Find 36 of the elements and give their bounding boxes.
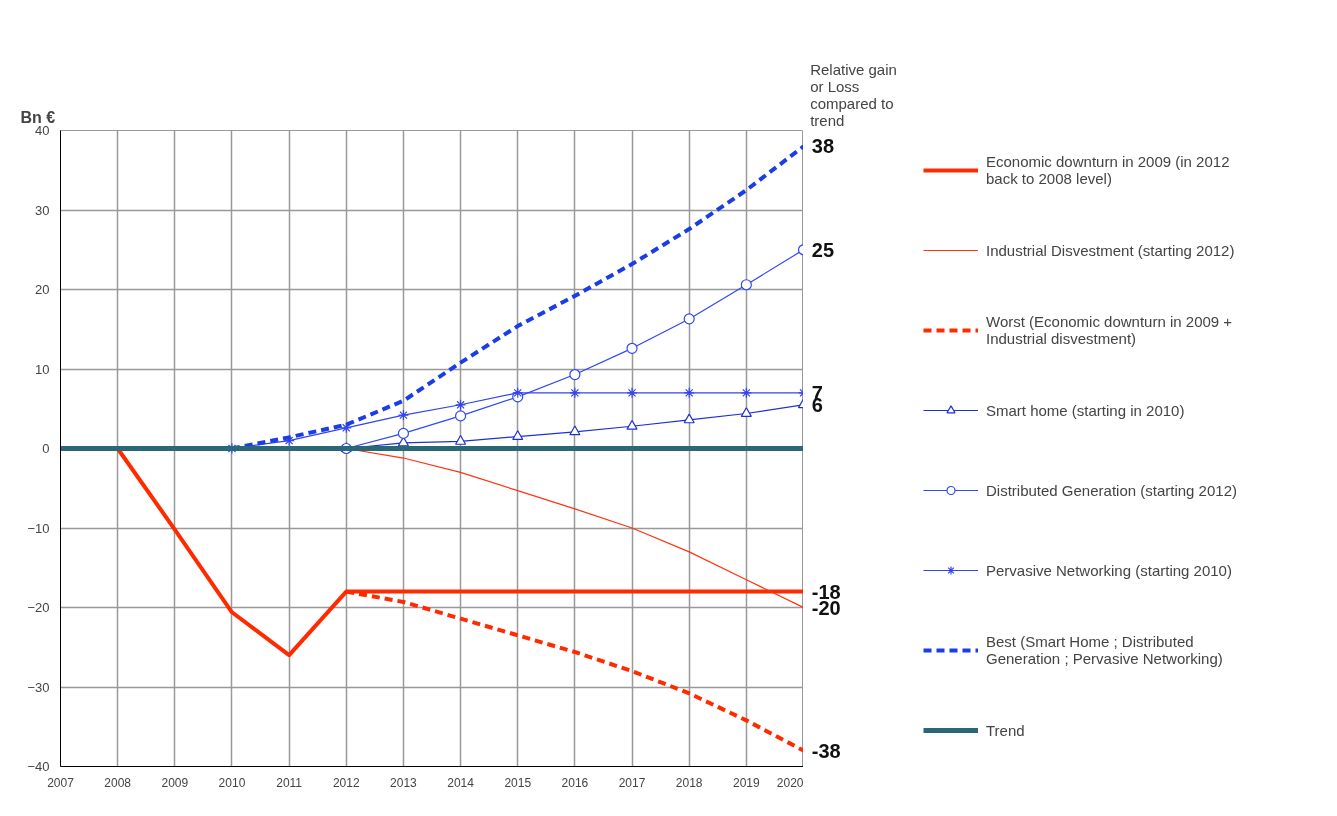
x-tick-label: 2010: [218, 775, 246, 790]
x-tick-label: 2015: [504, 775, 532, 790]
y-tick-label: 20: [35, 282, 50, 297]
legend-label: Worst (Economic downturn in 2009 + Industrial disvestment): [986, 312, 1233, 349]
x-tick-label: 2020: [776, 775, 804, 790]
y-tick-label: −40: [27, 759, 50, 774]
data-label: 25: [811, 238, 835, 261]
x-tick-label: 2018: [675, 775, 703, 790]
x-tick-label: 2017: [618, 775, 646, 790]
x-tick-label: 2019: [733, 775, 761, 790]
y-tick-label: −20: [27, 600, 50, 615]
x-tick-label: 2011: [276, 775, 303, 790]
legend-label: Economic downturn in 2009 (in 2012 back to 2008 level): [986, 152, 1230, 189]
data-label: -38: [811, 739, 841, 762]
y-tick-label: −30: [27, 679, 50, 695]
y-tick-label: −10: [27, 520, 50, 536]
x-tick-label: 2012: [332, 775, 360, 790]
x-tick-label: 2008: [104, 775, 132, 790]
legend-label: Industrial Disvestment (starting 2012): [986, 240, 1235, 261]
x-tick-label: 2013: [390, 775, 418, 790]
y-tick-label: 30: [35, 202, 50, 218]
x-tick-label: 2009: [161, 775, 189, 790]
y-axis-title: Bn €: [20, 108, 56, 126]
legend-label: Best (Smart Home ; Distributed Generation ; Pervasive Networking): [986, 632, 1223, 669]
legend-label: Distributed Generation (starting 2012): [986, 480, 1237, 501]
x-tick-label: 2016: [561, 775, 589, 790]
text: Relative gain or Loss compared to trend: [810, 60, 897, 129]
y-tick-label: 0: [42, 441, 50, 456]
x-tick-label: 2014: [447, 775, 475, 790]
y-tick-label: 10: [35, 361, 50, 377]
data-label: 38: [811, 135, 835, 158]
x-tick-label: 2007: [47, 775, 75, 790]
y-tick-label: 40: [35, 123, 50, 138]
legend-label: Smart home (starting in 2010): [986, 400, 1185, 421]
legend-label: Pervasive Networking (starting 2010): [986, 560, 1232, 581]
legend-label: Trend: [986, 720, 1025, 741]
